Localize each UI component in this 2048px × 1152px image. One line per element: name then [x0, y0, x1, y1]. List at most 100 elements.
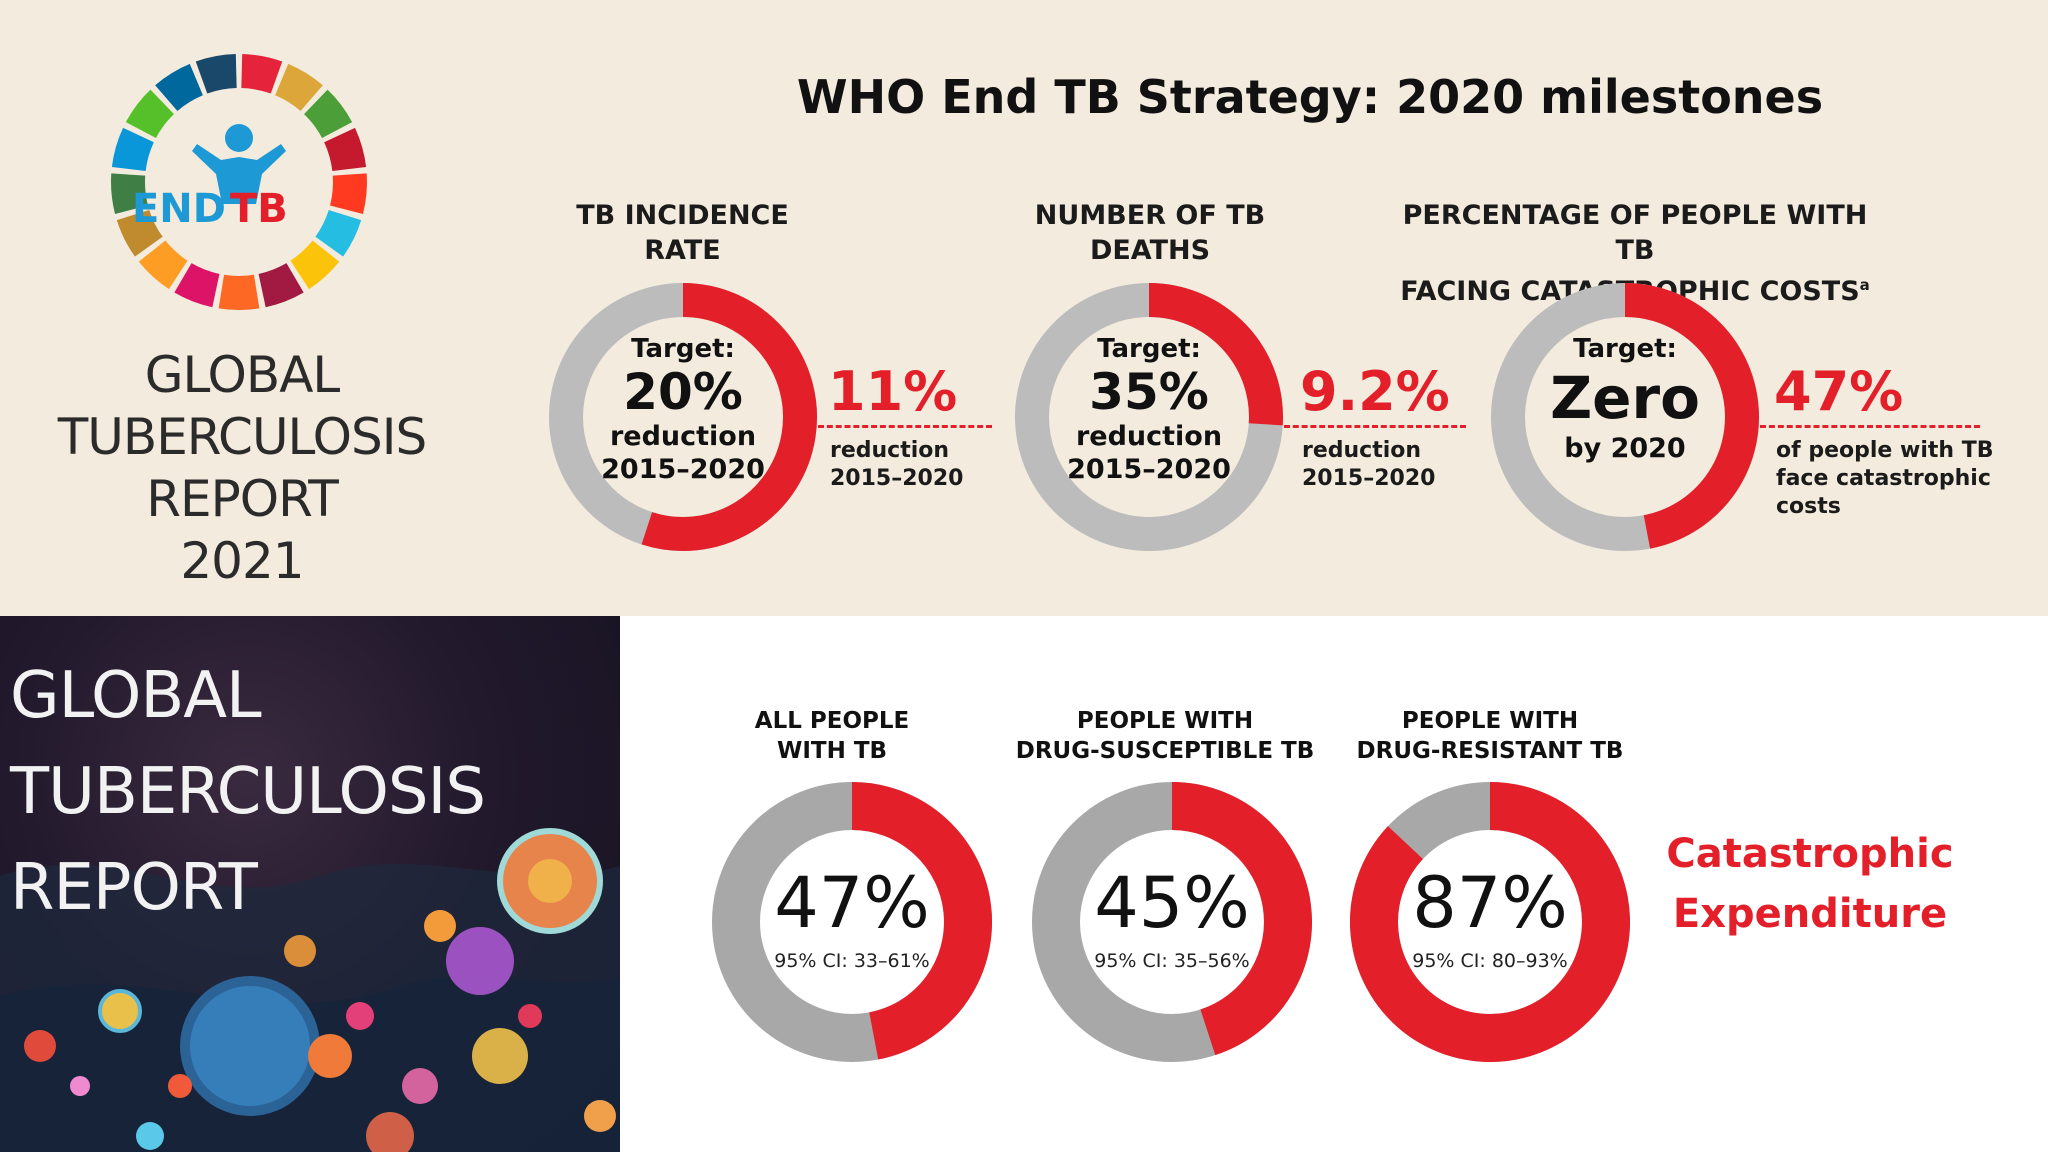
- title-line: RATE: [644, 235, 721, 266]
- donut-cat-all: [712, 782, 992, 1062]
- wheel-segment: [324, 127, 367, 171]
- cat-value-all: 47%: [774, 862, 930, 944]
- achieved-costs: 47%: [1774, 360, 1904, 423]
- wheel-segment: [275, 63, 323, 111]
- target-value: Zero: [1550, 364, 1700, 432]
- cover-title-line: REPORT: [10, 851, 258, 925]
- cat-ci-ds: 95% CI: 35–56%: [1094, 950, 1250, 972]
- catastrophic-costs-panel: ALL PEOPLE WITH TB 47% 95% CI: 33–61% PE…: [620, 616, 2048, 1152]
- target-label: Target:: [1097, 334, 1201, 364]
- label-line: Catastrophic: [1666, 831, 1954, 877]
- milestone-title-incidence: TB INCIDENCE RATE: [540, 198, 825, 268]
- logo-tb-text: TB: [230, 186, 288, 232]
- wheel-segment: [110, 173, 148, 214]
- label-line: Expenditure: [1672, 891, 1948, 937]
- wheel-segment: [218, 274, 260, 311]
- person-icon: [192, 124, 286, 204]
- wheel-segment: [125, 89, 174, 139]
- note-line: reduction: [830, 438, 950, 463]
- title-line: DRUG-RESISTANT TB: [1356, 738, 1624, 764]
- title-line: PEOPLE WITH: [1076, 708, 1254, 734]
- target-value: 20%: [623, 363, 743, 421]
- milestones-panel: END TB GLOBAL TUBERCULOSIS REPORT 2021 W…: [0, 0, 2048, 616]
- title-line: NUMBER OF TB: [1034, 200, 1266, 231]
- achieved-note-costs: of people with TB face catastrophic cost…: [1776, 437, 1993, 521]
- logo-end-text: END: [132, 186, 226, 232]
- cat-ci-all: 95% CI: 33–61%: [774, 950, 930, 972]
- title-line: DEATHS: [1089, 235, 1211, 266]
- achieved-note-deaths: reduction 2015–2020: [1302, 437, 1435, 493]
- target-line: reduction: [609, 421, 757, 452]
- donut-arc-ds: [1171, 782, 1312, 1056]
- wheel-segment: [290, 240, 340, 290]
- target-line: 2015–2020: [601, 454, 765, 485]
- cat-title-ds: PEOPLE WITH DRUG-SUSCEPTIBLE TB: [1000, 706, 1330, 766]
- report-year: 2021: [180, 532, 304, 590]
- cat-title-all: ALL PEOPLE WITH TB: [692, 706, 972, 766]
- title-line: PEOPLE WITH: [1401, 708, 1579, 734]
- target-line: reduction: [1075, 421, 1223, 452]
- report-title: GLOBAL TUBERCULOSIS REPORT 2021: [12, 344, 472, 592]
- milestones-title: WHO End TB Strategy: 2020 milestones: [796, 70, 1824, 124]
- report-title-line: TUBERCULOSIS: [57, 408, 427, 466]
- title-line: TB INCIDENCE: [576, 200, 789, 231]
- donut-deaths: [1015, 283, 1283, 551]
- cover-title-line: GLOBAL: [10, 659, 262, 733]
- report-cover: GLOBAL TUBERCULOSIS REPORT: [0, 616, 620, 1152]
- wheel-segment: [195, 54, 237, 94]
- title-line: WITH TB: [776, 738, 888, 764]
- donut-center-costs: Target: Zero by 2020: [1510, 334, 1740, 466]
- donut-costs: [1491, 283, 1759, 551]
- note-line: reduction: [1302, 438, 1422, 463]
- note-line: face catastrophic: [1776, 466, 1991, 491]
- wheel-segment: [174, 263, 220, 308]
- wheel-segment: [116, 209, 163, 257]
- wheel-segment: [241, 54, 283, 94]
- donut-incidence: [549, 283, 817, 551]
- donut-cat-ds: [1032, 782, 1312, 1062]
- title-line: PERCENTAGE OF PEOPLE WITH TB: [1402, 200, 1868, 266]
- cat-ci-dr: 95% CI: 80–93%: [1412, 950, 1568, 972]
- note-line: 2015–2020: [1302, 466, 1436, 491]
- cat-value-ds: 45%: [1094, 862, 1250, 944]
- footnote-marker: a: [1859, 276, 1870, 294]
- note-line: 2015–2020: [830, 466, 964, 491]
- target-line: 2015–2020: [1067, 454, 1231, 485]
- cat-title-dr: PEOPLE WITH DRUG-RESISTANT TB: [1330, 706, 1650, 766]
- note-line: of people with TB: [1776, 438, 1994, 463]
- achieved-incidence: 11%: [828, 360, 958, 423]
- wheel-segment: [258, 263, 304, 308]
- target-label: Target:: [1573, 334, 1677, 364]
- target-line: by 2020: [1564, 433, 1686, 464]
- donut-arc-dr: [1350, 782, 1630, 1062]
- target-label: Target:: [631, 334, 735, 364]
- title-line: DRUG-SUSCEPTIBLE TB: [1015, 738, 1315, 764]
- wheel-segment: [138, 240, 188, 290]
- donut-arc-all: [851, 782, 992, 1060]
- dashed-leader: [1284, 425, 1466, 428]
- note-line: costs: [1776, 494, 1841, 519]
- milestone-title-deaths: NUMBER OF TB DEATHS: [1010, 198, 1290, 268]
- donut-arc-costs: [1624, 283, 1759, 549]
- target-value: 35%: [1089, 363, 1209, 421]
- cover-illustration: [0, 828, 620, 1152]
- achieved-deaths: 9.2%: [1300, 360, 1450, 423]
- wheel-segment: [304, 89, 353, 139]
- wheel-segment: [111, 127, 154, 171]
- cover-title: GLOBAL TUBERCULOSIS REPORT: [10, 648, 486, 936]
- donut-center-incidence: Target: 20% reduction 2015–2020: [568, 334, 798, 486]
- report-title-line: REPORT: [146, 470, 339, 528]
- donut-center-deaths: Target: 35% reduction 2015–2020: [1034, 334, 1264, 486]
- donut-arc-incidence: [641, 283, 817, 551]
- wheel-segment: [315, 209, 362, 257]
- wheel-segment: [155, 63, 203, 111]
- donut-arc-deaths: [1148, 283, 1283, 426]
- dashed-leader: [1760, 425, 1980, 428]
- catastrophic-expenditure-label: Catastrophic Expenditure: [1660, 824, 1960, 944]
- achieved-note-incidence: reduction 2015–2020: [830, 437, 963, 493]
- report-title-line: GLOBAL: [144, 346, 341, 404]
- cat-value-dr: 87%: [1412, 862, 1568, 944]
- wheel-segment: [330, 173, 368, 214]
- title-line: ALL PEOPLE: [754, 708, 910, 734]
- end-tb-logo: END TB: [110, 54, 368, 311]
